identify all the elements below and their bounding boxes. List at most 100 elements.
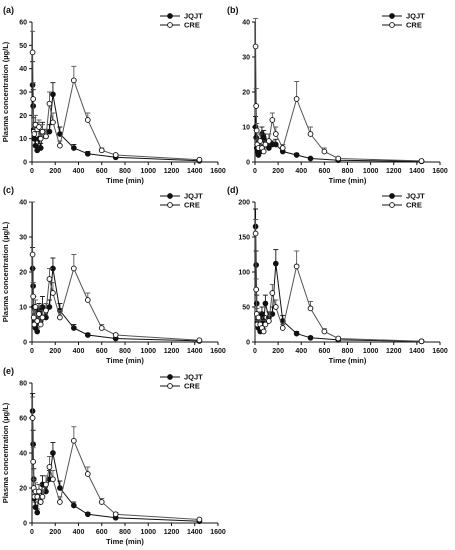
y-tick-label: 30: [19, 90, 27, 97]
data-point: [418, 158, 425, 164]
x-tick-label: 400: [295, 348, 307, 355]
series-line: [32, 417, 200, 520]
x-tick-label: 0: [30, 348, 34, 355]
x-tick-label: 0: [253, 348, 257, 355]
data-point: [46, 276, 53, 282]
data-point: [46, 128, 53, 135]
data-point: [32, 304, 39, 310]
x-tick-label: 1000: [140, 529, 156, 536]
data-point: [70, 145, 77, 151]
data-point: [70, 77, 77, 84]
data-point: [70, 265, 77, 272]
data-point: [269, 290, 276, 296]
data-point: [70, 437, 77, 444]
y-tick-label: 30: [19, 235, 27, 242]
legend-marker: [167, 374, 173, 380]
x-tick-label: 200: [49, 529, 61, 536]
x-tick-label: 800: [342, 348, 354, 355]
series-line: [32, 410, 200, 522]
data-point: [29, 251, 36, 258]
data-point: [253, 286, 260, 293]
x-tick-label: 1200: [386, 168, 402, 175]
data-point: [31, 321, 38, 328]
data-point: [269, 117, 276, 123]
legend-marker: [167, 383, 173, 389]
x-tick-label: 1400: [409, 348, 425, 355]
y-tick-label: 80: [19, 381, 27, 388]
data-point: [262, 321, 269, 328]
series-jqjt: [252, 208, 425, 345]
x-tick-label: 200: [272, 348, 284, 355]
legend-label: JQJT: [406, 12, 425, 21]
data-point: [307, 334, 314, 341]
data-point: [57, 314, 63, 321]
data-point: [307, 155, 314, 162]
data-point: [307, 305, 314, 312]
legend-marker: [389, 202, 395, 208]
legend-marker: [167, 202, 173, 208]
legend-marker: [389, 193, 395, 199]
data-point: [272, 131, 279, 137]
data-point: [293, 152, 300, 158]
series-jqjt: [29, 247, 203, 344]
x-tick-label: 1400: [187, 168, 203, 175]
x-tick-label: 1400: [409, 168, 425, 175]
data-point: [50, 476, 56, 483]
x-axis-title: Time (min): [106, 176, 144, 185]
x-axis-title: Time (min): [106, 356, 144, 365]
legend-label: JQJT: [406, 192, 425, 201]
data-point: [57, 485, 63, 491]
data-point: [30, 314, 37, 321]
y-tick-label: 0: [246, 160, 250, 167]
series-jqjt: [29, 393, 203, 525]
y-tick-label: 50: [19, 43, 27, 50]
x-tick-label: 1600: [210, 348, 226, 355]
series-line: [255, 46, 422, 162]
x-tick-label: 400: [73, 529, 85, 536]
data-point: [418, 338, 425, 345]
series-line: [32, 268, 200, 342]
data-point: [335, 335, 342, 342]
data-point: [32, 142, 39, 149]
y-tick-label: 60: [19, 20, 27, 27]
data-point: [98, 147, 105, 154]
x-tick-label: 1200: [386, 348, 402, 355]
data-point: [279, 145, 286, 151]
panel-d: (d) 0 50 100 150 200 0 200 400 600 800 1000 1200 1400…: [227, 185, 448, 365]
data-point: [84, 117, 91, 123]
data-point: [46, 464, 53, 470]
y-tick-label: 10: [19, 305, 27, 312]
data-point: [112, 511, 119, 518]
data-point: [31, 131, 38, 137]
y-tick-label: 0: [23, 521, 27, 528]
data-point: [84, 150, 91, 157]
data-point: [257, 138, 264, 144]
x-tick-label: 0: [30, 529, 34, 536]
data-point: [34, 328, 41, 335]
x-tick-label: 400: [295, 168, 307, 175]
data-point: [260, 148, 267, 155]
x-tick-label: 1000: [140, 168, 156, 175]
data-point: [50, 290, 56, 296]
x-tick-label: 1200: [164, 168, 180, 175]
y-tick-label: 40: [19, 66, 27, 73]
data-point: [272, 304, 279, 310]
data-point: [46, 304, 53, 310]
legend-label: CRE: [406, 21, 422, 30]
y-tick-label: 10: [19, 136, 27, 143]
y-tick-label: 40: [242, 20, 250, 27]
x-tick-label: 1000: [363, 348, 379, 355]
data-point: [39, 314, 46, 321]
series-jqjt: [29, 61, 203, 164]
data-point: [279, 325, 286, 331]
data-point: [266, 318, 272, 324]
data-point: [98, 499, 105, 505]
x-tick-label: 1600: [432, 348, 448, 355]
x-tick-label: 1600: [432, 168, 448, 175]
data-point: [39, 128, 46, 135]
data-point: [262, 300, 269, 307]
